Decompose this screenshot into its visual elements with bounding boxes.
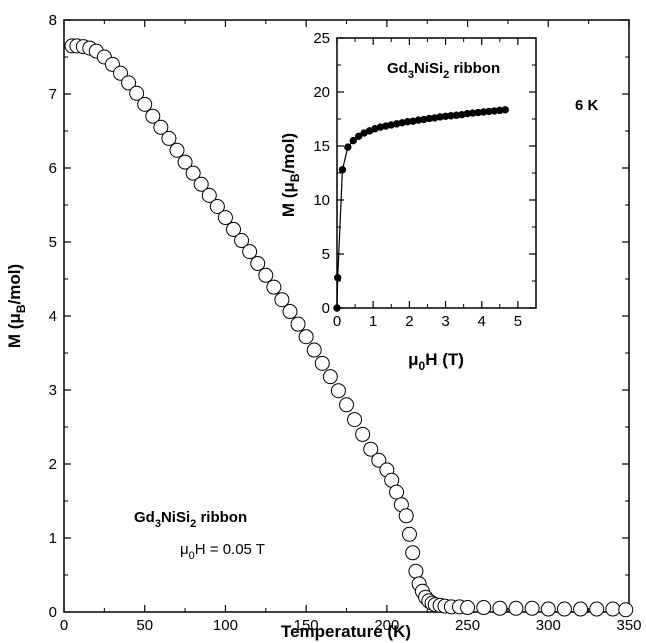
inset-series-line [336,109,506,309]
main-data-point [322,369,338,385]
main-x-tick-label: 200 [374,617,399,634]
main-data-point [476,600,492,616]
main-data-point [282,304,298,320]
inset-x-tick-label: 4 [478,313,486,330]
main-data-point [540,601,556,617]
inset-y-tick-label: 15 [313,138,330,155]
main-x-tick-label: 150 [294,617,319,634]
main-x-tick-label: 100 [213,617,238,634]
inset-sample-annotation: Gd3NiSi2 ribbon [387,60,500,81]
inset-data-point [344,143,352,151]
inset-temperature-label: 6 K [575,97,599,114]
main-data-point [556,601,572,617]
inset-data-point [333,304,341,312]
main-x-tick-label: 300 [536,617,561,634]
main-data-point [389,484,405,500]
main-data-point [371,452,387,468]
main-y-tick-label: 2 [49,456,57,473]
inset-data-point [355,132,363,140]
inset-x-tick-label: 3 [441,313,449,330]
inset-data-point [334,274,342,282]
main-x-tick-label: 0 [60,617,68,634]
inset-y-tick-label: 25 [313,30,330,47]
main-data-point [185,165,201,181]
main-data-point [492,600,508,616]
main-data-point [153,119,169,135]
main-data-point [363,441,379,457]
main-x-tick-label: 350 [616,617,641,634]
inset-y-tick-label: 5 [322,246,330,263]
inset-x-tick-label: 5 [514,313,522,330]
main-y-tick-label: 6 [49,160,57,177]
main-y-tick-label: 7 [49,86,57,103]
main-data-point [177,154,193,170]
main-data-point [355,426,371,442]
main-data-point [401,526,417,542]
inset-frame [336,37,537,309]
main-data-point [573,601,589,617]
main-data-point [605,601,621,617]
main-data-point [314,355,330,371]
main-data-point [242,244,258,260]
main-data-point [169,142,185,158]
inset-y-tick-label: 0 [322,300,330,317]
main-y-tick-label: 8 [49,12,57,29]
inset-plot: 0 1 2 3 4 5 0 5 10 15 20 25 [313,30,537,330]
main-data-point [234,233,250,249]
main-data-point [217,210,233,226]
main-data-point [347,412,363,428]
main-data-point [137,96,153,112]
main-data-point [266,279,282,295]
inset-x-axis-label: μ0H (T) [408,350,464,373]
main-data-point [460,600,476,616]
main-x-axis-label: Temperature (K) [281,622,411,641]
main-data-point [193,176,209,192]
main-data-point [250,255,266,271]
main-data-point [145,108,161,124]
inset-x-tick-label: 1 [369,313,377,330]
main-data-point [306,342,322,358]
main-field-annotation: μ0H = 0.05 T [180,541,265,562]
inset-data-point [501,106,509,114]
main-data-point [290,316,306,332]
main-data-point [209,198,225,214]
main-y-tick-label: 3 [49,382,57,399]
main-data-point [405,545,421,561]
main-data-point [618,602,634,618]
inset-x-tick-label: 2 [405,313,413,330]
inset-y-tick-label: 20 [313,84,330,101]
main-data-point [258,267,274,283]
main-data-point [339,397,354,413]
main-data-point [298,329,314,345]
inset-x-tick-label: 0 [333,313,341,330]
main-data-point [398,508,414,524]
main-data-point [113,65,128,81]
main-data-point [408,563,424,579]
main-data-point [161,130,177,146]
main-data-point [508,600,524,616]
main-y-axis-label: M (μB/mol) [5,264,28,348]
main-sample-annotation: Gd3NiSi2 ribbon [134,509,247,530]
main-data-point [589,601,605,617]
main-y-tick-label: 0 [49,604,57,621]
main-data-point [129,85,145,101]
inset-y-tick-label: 10 [313,192,330,209]
main-y-tick-label: 5 [49,234,57,251]
main-data-point [330,383,346,399]
inset-data-point [338,166,347,174]
main-x-tick-label: 250 [455,617,480,634]
main-y-tick-label: 1 [49,530,57,547]
main-y-tick-label: 4 [49,308,57,325]
main-data-point [524,600,540,616]
main-x-tick-label: 50 [136,617,153,634]
inset-data-point [349,136,357,145]
inset-y-axis-label: M (μB/mol) [279,133,302,217]
main-data-point [201,187,217,203]
main-data-point [274,292,290,308]
main-data-point [226,221,241,237]
main-data-point [121,75,137,91]
